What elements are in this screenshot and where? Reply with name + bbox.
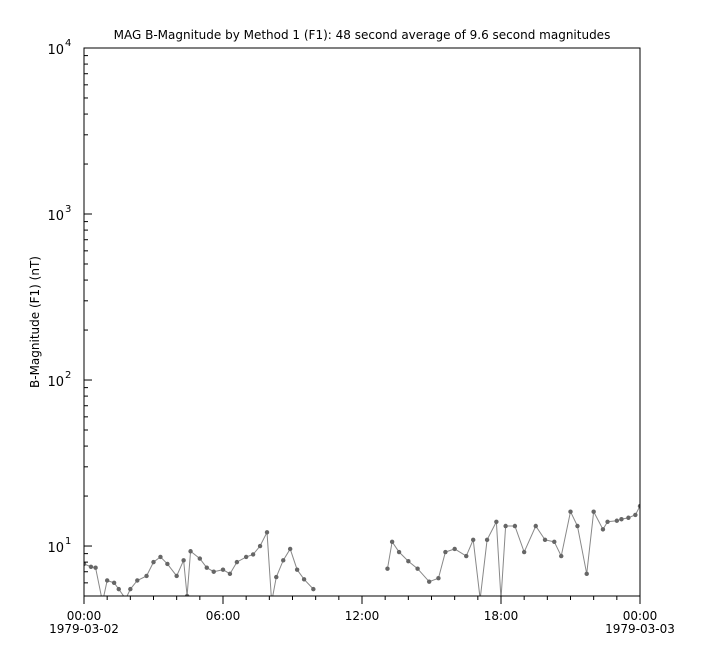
data-point <box>151 559 156 565</box>
data-point <box>464 553 469 559</box>
x-tick-label: 12:00 <box>345 609 380 623</box>
data-point <box>220 567 226 572</box>
data-point <box>311 586 316 592</box>
data-point <box>619 517 624 522</box>
data-point <box>269 600 273 604</box>
data-point <box>542 537 548 543</box>
data-point <box>184 593 190 596</box>
data-point <box>116 586 121 592</box>
data-point <box>93 565 98 570</box>
data-point <box>250 552 256 557</box>
x-tick-sublabel: 1979-03-03 <box>605 622 675 636</box>
data-point <box>605 519 610 524</box>
data-point <box>84 561 87 567</box>
x-tick-label: 06:00 <box>206 609 241 623</box>
y-tick-exponent: 3 <box>65 204 71 215</box>
data-point <box>533 523 538 529</box>
data-point <box>128 586 133 592</box>
data-point <box>111 580 117 586</box>
data-point <box>144 573 149 579</box>
data-point <box>174 573 179 579</box>
data-point <box>100 600 104 604</box>
y-tick-label: 10 <box>47 375 64 390</box>
data-point <box>234 559 240 565</box>
data-point <box>575 523 580 529</box>
data-point <box>568 509 573 514</box>
data-point <box>385 566 390 571</box>
data-point <box>614 518 620 523</box>
data-point <box>396 549 402 555</box>
data-point <box>637 503 640 509</box>
data-point <box>471 537 476 543</box>
data-point <box>503 523 508 529</box>
x-tick-label: 18:00 <box>484 609 519 623</box>
data-point <box>243 554 249 560</box>
data-point <box>521 549 527 555</box>
data-point <box>227 571 233 577</box>
data-point <box>426 579 432 584</box>
y-tick-label: 10 <box>47 209 64 224</box>
data-point <box>591 509 596 514</box>
series-line <box>84 530 314 596</box>
data-point <box>165 561 170 567</box>
y-tick-exponent: 1 <box>65 536 71 547</box>
data-point <box>104 578 110 583</box>
data-point <box>124 597 128 601</box>
series-group <box>84 503 640 604</box>
data-point <box>257 543 263 549</box>
data-point <box>135 578 140 583</box>
data-point <box>436 576 441 581</box>
data-point <box>626 515 631 520</box>
data-point <box>600 527 606 532</box>
y-axis-label: B-Magnitude (F1) (nT) <box>28 256 42 388</box>
series-line <box>386 505 640 596</box>
y-tick-label: 10 <box>47 541 64 556</box>
data-point <box>415 566 420 571</box>
x-tick-sublabel: 1979-03-02 <box>49 622 119 636</box>
data-point <box>158 554 163 560</box>
data-point <box>301 577 307 582</box>
data-point <box>204 565 209 570</box>
data-point <box>274 574 279 580</box>
data-point <box>584 571 589 577</box>
data-point <box>478 597 482 601</box>
data-point <box>452 546 457 552</box>
data-point <box>633 512 638 518</box>
data-point <box>552 539 557 545</box>
chart-title: MAG B-Magnitude by Method 1 (F1): 48 sec… <box>114 28 611 42</box>
data-point <box>281 558 286 563</box>
data-point <box>389 539 395 545</box>
data-point <box>294 567 300 572</box>
y-tick-exponent: 2 <box>65 370 71 381</box>
data-point <box>406 559 411 564</box>
data-point <box>494 519 499 524</box>
y-tick-exponent: 4 <box>65 38 71 49</box>
y-tick-label: 10 <box>47 43 64 58</box>
data-point <box>211 569 216 574</box>
data-point <box>181 558 186 563</box>
data-point <box>188 549 193 554</box>
data-point <box>443 549 448 555</box>
plot-frame <box>83 47 641 597</box>
data-point <box>559 553 564 559</box>
x-tick-label: 00:00 <box>67 609 102 623</box>
data-point <box>88 564 94 569</box>
data-point <box>484 537 490 543</box>
data-point <box>264 530 270 535</box>
series-layer <box>84 503 640 604</box>
data-point <box>512 523 518 529</box>
data-point <box>197 556 203 561</box>
x-tick-label: 00:00 <box>623 609 658 623</box>
data-point <box>287 546 293 552</box>
